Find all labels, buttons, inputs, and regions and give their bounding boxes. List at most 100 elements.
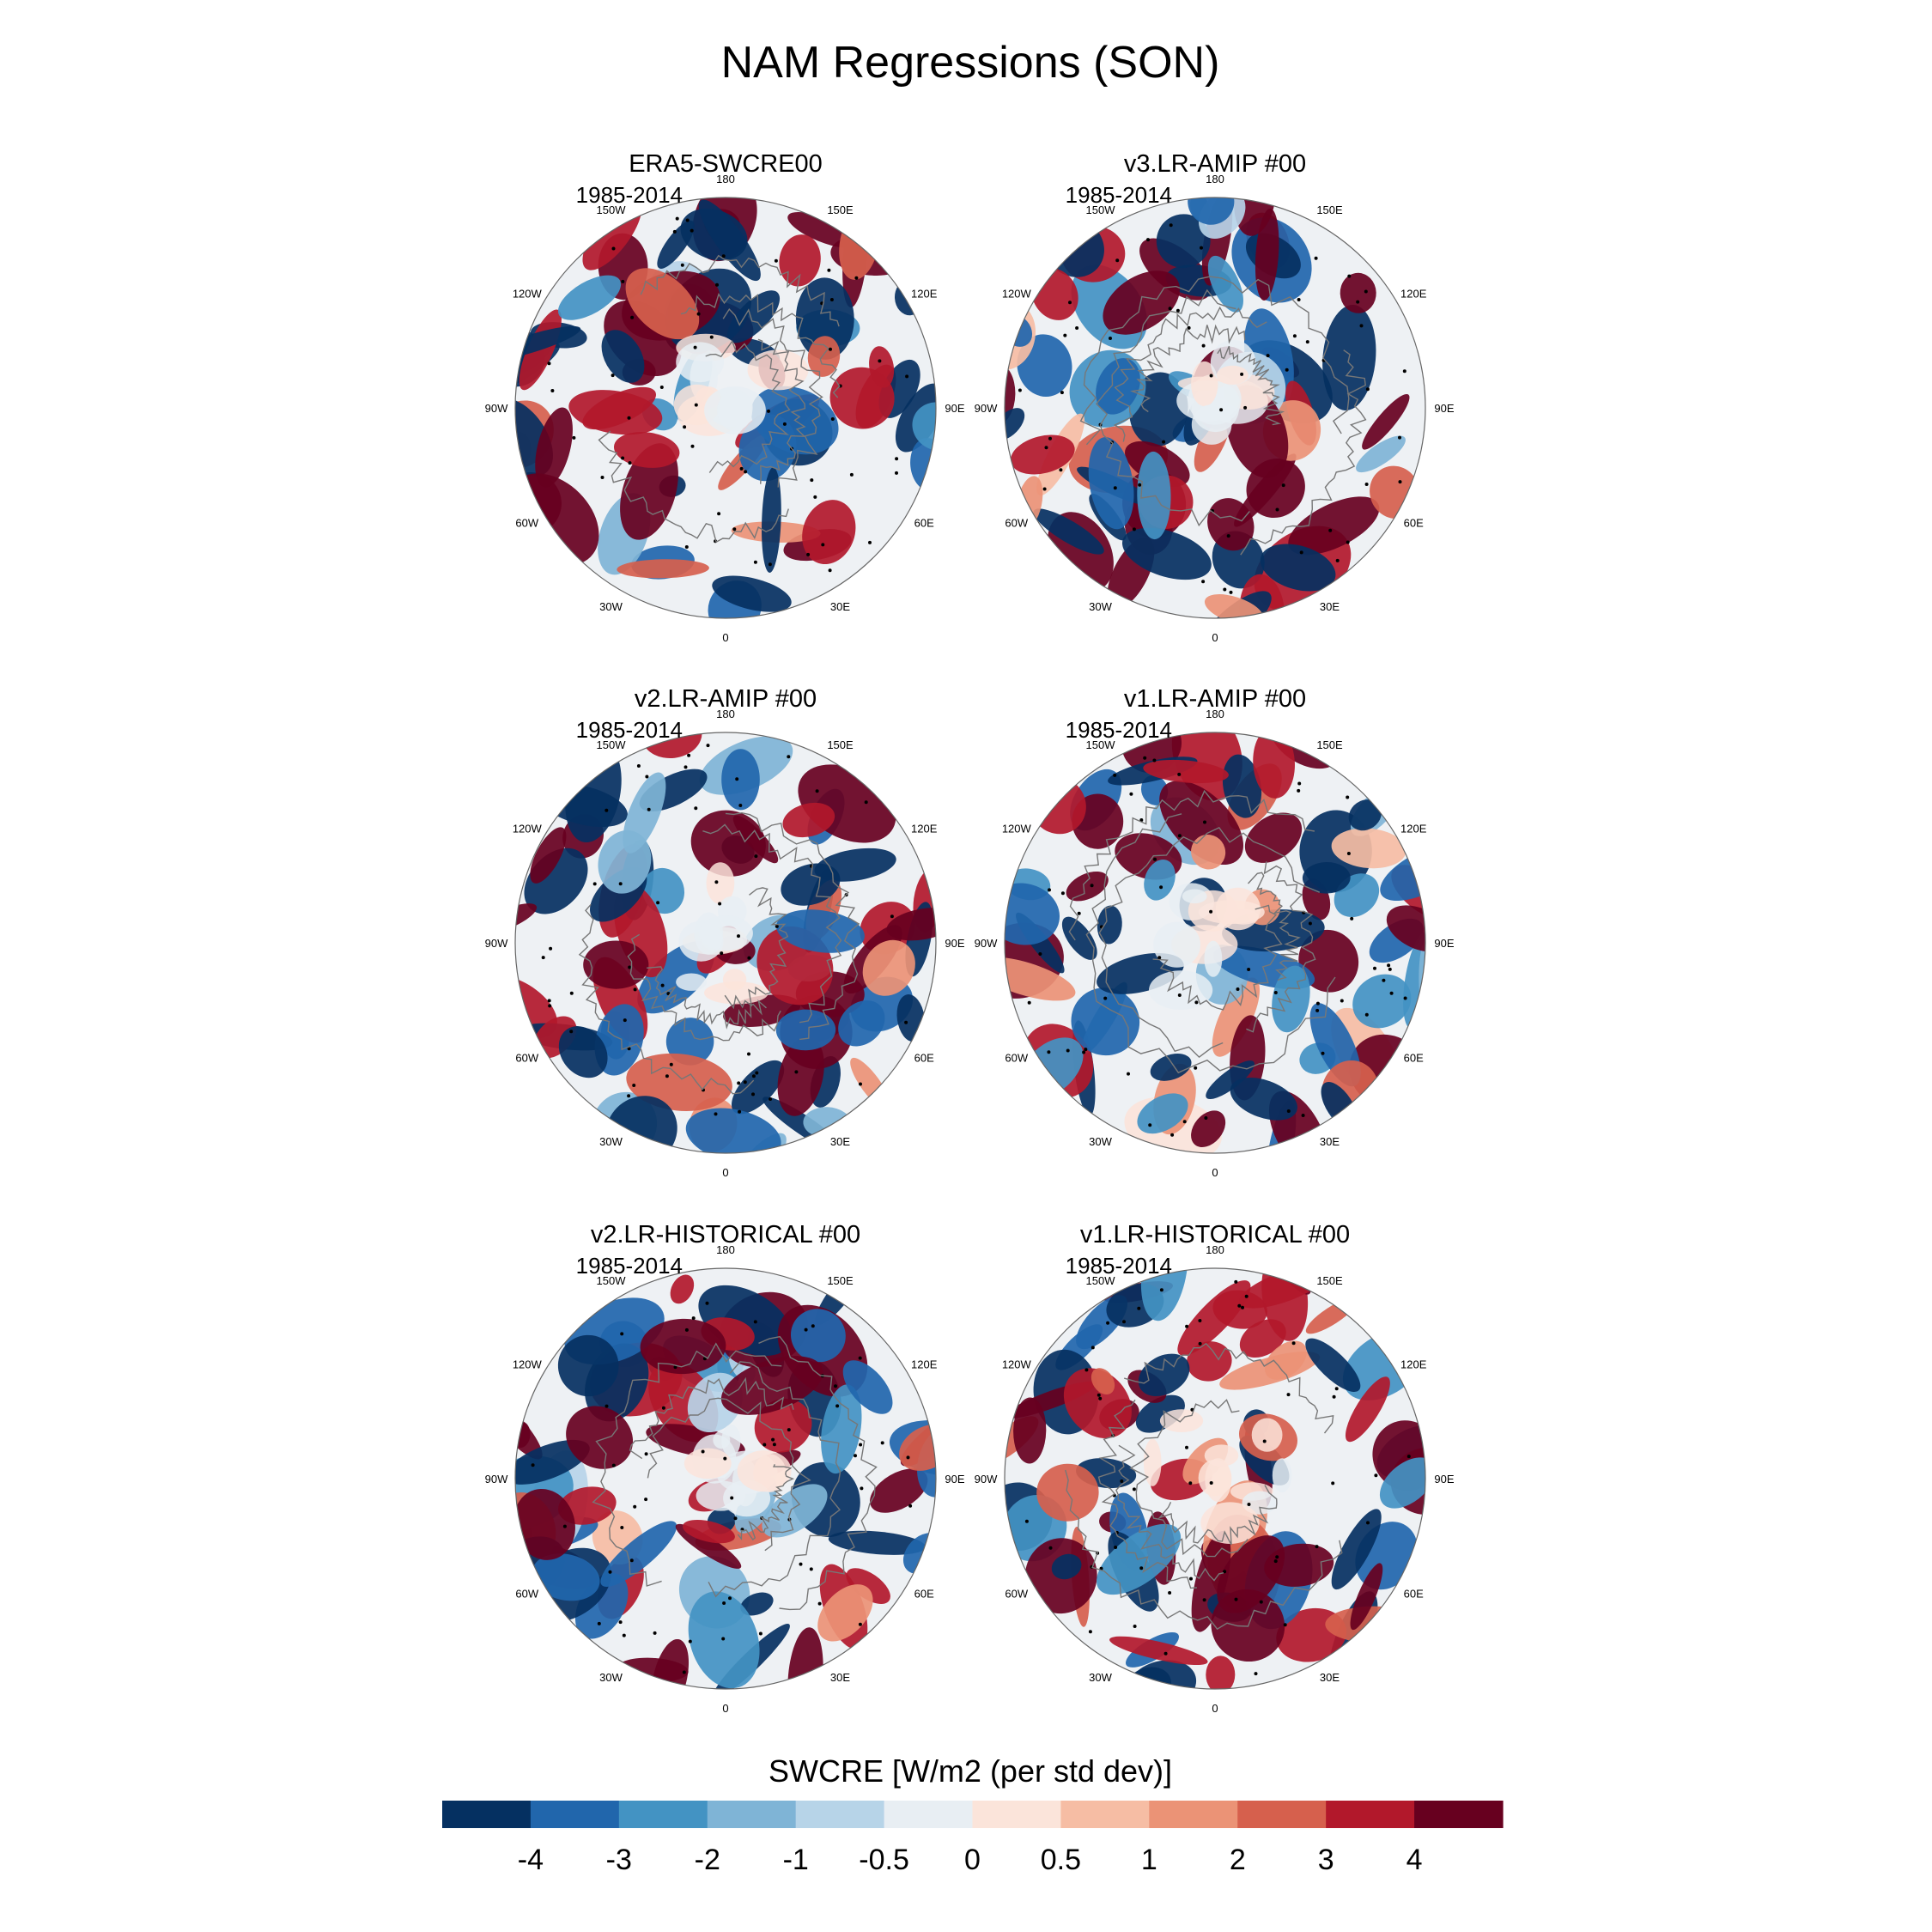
longitude-label: 120E xyxy=(911,823,938,835)
longitude-label: 180 xyxy=(1206,1243,1224,1256)
longitude-label: 90W xyxy=(485,937,508,950)
colorbar-tick-label: -4 xyxy=(518,1844,544,1876)
map-border xyxy=(514,197,937,619)
panel-title: ERA5-SWCRE00 xyxy=(629,150,823,178)
longitude-label: 180 xyxy=(716,1243,735,1256)
longitude-label: 30E xyxy=(830,1671,850,1684)
longitude-label: 120W xyxy=(513,1358,543,1371)
map-panel: v1.LR-AMIP #00 1985-2014 180 150E 120E 90E 60E… xyxy=(975,685,1455,1179)
colorbar-tick-label: 0.5 xyxy=(1041,1844,1081,1876)
colorbar-tick-label: 0 xyxy=(964,1844,981,1876)
map-field xyxy=(1005,1268,1425,1689)
longitude-label: 90E xyxy=(945,1473,964,1485)
panel-period: 1985-2014 xyxy=(1066,182,1172,208)
longitude-label: 150E xyxy=(827,1274,854,1287)
longitude-label: 150E xyxy=(827,738,854,751)
panel-title: v1.LR-HISTORICAL #00 xyxy=(1080,1221,1350,1249)
longitude-label: 90E xyxy=(945,937,964,950)
longitude-label: 90W xyxy=(975,402,998,415)
panel-period: 1985-2014 xyxy=(1066,1253,1172,1279)
longitude-label: 60E xyxy=(1404,517,1424,530)
longitude-label: 90W xyxy=(485,402,508,415)
longitude-label: 60W xyxy=(1005,1052,1028,1065)
colorbar-tick-label: 4 xyxy=(1406,1844,1423,1876)
colorbar-tick-label: -2 xyxy=(695,1844,720,1876)
longitude-label: 180 xyxy=(1206,173,1224,185)
map-panel: v1.LR-HISTORICAL #00 1985-2014 180 150E 120E… xyxy=(975,1221,1455,1715)
longitude-label: 150W xyxy=(1086,1274,1116,1287)
map-border xyxy=(1004,197,1426,619)
panel-title: v2.LR-HISTORICAL #00 xyxy=(591,1221,860,1249)
map-field xyxy=(515,732,936,1153)
longitude-label: 180 xyxy=(716,708,735,720)
longitude-label: 0 xyxy=(722,631,728,644)
longitude-label: 180 xyxy=(1206,708,1224,720)
coastline xyxy=(578,811,860,1095)
longitude-label: 120E xyxy=(1400,823,1427,835)
map-field xyxy=(515,197,936,618)
longitude-label: 90E xyxy=(945,402,964,415)
figure-title: NAM Regressions (SON) xyxy=(721,38,1220,88)
longitude-label: 90W xyxy=(975,937,998,950)
longitude-label: 30W xyxy=(599,1671,623,1684)
colorbar-tick-label: -3 xyxy=(606,1844,632,1876)
longitude-label: 150E xyxy=(1316,204,1343,216)
panel-period: 1985-2014 xyxy=(576,1253,683,1279)
longitude-label: 150W xyxy=(1086,204,1116,216)
longitude-label: 120E xyxy=(911,1358,938,1371)
longitude-label: 60E xyxy=(914,517,934,530)
map-field xyxy=(1005,732,1425,1153)
colorbar-swatch xyxy=(1414,1801,1504,1828)
longitude-label: 120E xyxy=(1400,288,1427,301)
longitude-label: 60W xyxy=(1005,1588,1028,1601)
colorbar-tick-label: -0.5 xyxy=(859,1844,909,1876)
coastline xyxy=(598,254,841,544)
longitude-label: 90E xyxy=(1434,937,1454,950)
longitude-label: 90W xyxy=(485,1473,508,1485)
panel-period: 1985-2014 xyxy=(576,717,683,743)
longitude-label: 120W xyxy=(513,288,543,301)
longitude-label: 150W xyxy=(597,1274,627,1287)
map-panel: v2.LR-HISTORICAL #00 1985-2014 180 150E 120E… xyxy=(485,1221,965,1715)
panel-title: v2.LR-AMIP #00 xyxy=(635,685,817,713)
coastline xyxy=(1065,1342,1343,1631)
longitude-label: 150W xyxy=(597,204,627,216)
colorbar-swatch xyxy=(618,1801,708,1828)
longitude-label: 60W xyxy=(515,1052,538,1065)
map-border xyxy=(1004,1267,1426,1690)
colorbar-swatch xyxy=(442,1801,532,1828)
longitude-label: 150W xyxy=(1086,738,1116,751)
longitude-label: 60W xyxy=(1005,517,1028,530)
colorbar-tick-label: 2 xyxy=(1230,1844,1246,1876)
colorbar-swatch xyxy=(707,1801,797,1828)
longitude-label: 120E xyxy=(1400,1358,1427,1371)
longitude-label: 30W xyxy=(599,600,623,613)
coastline xyxy=(592,1335,878,1611)
longitude-label: 30E xyxy=(830,600,850,613)
colorbar-swatch xyxy=(972,1801,1062,1828)
longitude-label: 90E xyxy=(1434,1473,1454,1485)
colorbar-tick-label: 3 xyxy=(1318,1844,1334,1876)
longitude-label: 0 xyxy=(722,1166,728,1179)
longitude-label: 0 xyxy=(1212,1166,1218,1179)
longitude-label: 150E xyxy=(827,204,854,216)
panel-title: v1.LR-AMIP #00 xyxy=(1124,685,1306,713)
longitude-label: 150E xyxy=(1316,1274,1343,1287)
longitude-label: 30W xyxy=(1089,1135,1112,1148)
coastline xyxy=(1068,789,1336,1074)
map-border xyxy=(514,732,937,1154)
panels: ERA5-SWCRE00 1985-2014 180 150E 120E 90E 60E 30… xyxy=(485,150,1455,1715)
colorbar-swatch xyxy=(530,1801,620,1828)
colorbar-swatch xyxy=(1326,1801,1415,1828)
longitude-label: 30W xyxy=(599,1135,623,1148)
longitude-label: 30W xyxy=(1089,600,1112,613)
colorbar-tick-label: -1 xyxy=(783,1844,809,1876)
longitude-label: 150W xyxy=(597,738,627,751)
colorbar-swatch xyxy=(884,1801,974,1828)
panel-period: 1985-2014 xyxy=(1066,717,1172,743)
longitude-label: 60E xyxy=(1404,1052,1424,1065)
longitude-label: 0 xyxy=(1212,1702,1218,1715)
longitude-label: 30E xyxy=(1320,1671,1340,1684)
map-panel: v3.LR-AMIP #00 1985-2014 180 150E 120E 90E 60E… xyxy=(975,150,1455,644)
